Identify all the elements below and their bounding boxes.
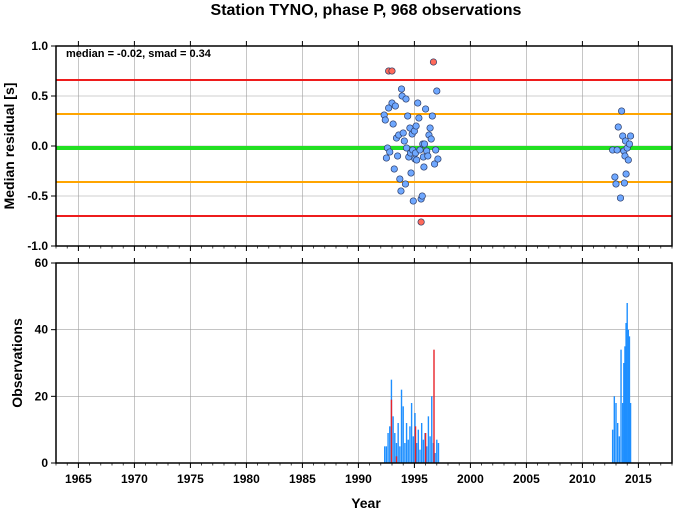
data-point xyxy=(400,137,408,145)
data-point xyxy=(409,197,417,205)
data-point xyxy=(397,85,406,93)
y-tick-label: -0.5 xyxy=(27,189,48,203)
data-point xyxy=(611,173,619,181)
data-point xyxy=(620,179,628,187)
data-point xyxy=(428,112,436,120)
x-tick-label: 2000 xyxy=(457,472,484,486)
y-tick-label: 60 xyxy=(35,256,49,270)
panel-frame xyxy=(55,262,673,464)
data-point xyxy=(433,87,441,95)
y-tick-label: 0.0 xyxy=(31,139,48,153)
observations-panel: 0 20 40 60 1965 1970 1975 1980 1985 1990 1995 2000 2… xyxy=(35,256,673,486)
data-point xyxy=(407,169,415,177)
x-tick-label: 1985 xyxy=(289,472,316,486)
x-tick-label: 2005 xyxy=(513,472,540,486)
data-point xyxy=(422,105,430,113)
outlier-point xyxy=(429,58,437,66)
data-point xyxy=(424,152,432,160)
y-tick-label: 40 xyxy=(35,323,49,337)
top-y-axis-label: Median residual [s] xyxy=(1,83,17,210)
data-point xyxy=(625,140,633,148)
data-point xyxy=(396,175,404,183)
data-point xyxy=(399,129,407,137)
data-point xyxy=(413,156,421,164)
x-tick-label: 1975 xyxy=(177,472,204,486)
data-point xyxy=(403,144,411,152)
data-point xyxy=(622,170,630,178)
data-point xyxy=(618,107,626,115)
x-tick-label: 1970 xyxy=(121,472,148,486)
data-point xyxy=(401,180,409,188)
data-point xyxy=(614,123,622,131)
data-point xyxy=(432,146,440,154)
data-point xyxy=(389,120,397,128)
bottom-y-axis-label: Observations xyxy=(9,318,25,408)
panel-frame xyxy=(55,45,673,247)
data-point xyxy=(420,163,428,171)
data-point xyxy=(613,146,621,154)
x-tick-label: 2010 xyxy=(569,472,596,486)
x-tick-label: 1995 xyxy=(401,472,428,486)
y-tick-label: 20 xyxy=(35,389,49,403)
data-point xyxy=(397,187,405,195)
y-tick-label: 0.5 xyxy=(31,89,48,103)
data-point xyxy=(427,135,435,143)
data-point xyxy=(616,194,625,202)
data-point xyxy=(624,156,632,164)
x-tick-label: 1990 xyxy=(345,472,372,486)
data-point xyxy=(386,148,394,156)
data-point xyxy=(402,95,410,103)
chart-title: Station TYNO, phase P, 968 observations xyxy=(211,2,522,19)
data-point xyxy=(434,155,442,163)
data-point xyxy=(414,99,422,107)
x-tick-label: 1980 xyxy=(233,472,260,486)
data-point xyxy=(627,132,635,140)
y-tick-label: 0 xyxy=(41,456,48,470)
x-axis-label: Year xyxy=(351,495,381,511)
data-point xyxy=(381,116,389,124)
data-point xyxy=(612,180,620,188)
data-point xyxy=(426,124,434,132)
data-point xyxy=(412,122,420,130)
data-point xyxy=(404,112,412,120)
data-point xyxy=(394,152,402,160)
data-point xyxy=(416,146,424,154)
residual-annotation: median = -0.02, smad = 0.34 xyxy=(66,48,212,60)
y-tick-label: 1.0 xyxy=(31,39,48,53)
outlier-point xyxy=(417,218,425,226)
residual-panel: -1.0 -0.5 0.0 0.5 1.0 xyxy=(27,39,673,253)
y-tick-label: -1.0 xyxy=(27,239,48,253)
data-point xyxy=(385,104,393,112)
data-point xyxy=(382,154,390,162)
data-point xyxy=(390,165,398,173)
data-point xyxy=(431,160,439,168)
data-point xyxy=(391,102,399,110)
x-tick-label: 2015 xyxy=(625,472,652,486)
data-point xyxy=(415,114,423,122)
data-point xyxy=(418,192,426,200)
outlier-point xyxy=(388,67,396,75)
x-tick-label: 1965 xyxy=(65,472,92,486)
data-point xyxy=(420,140,429,148)
